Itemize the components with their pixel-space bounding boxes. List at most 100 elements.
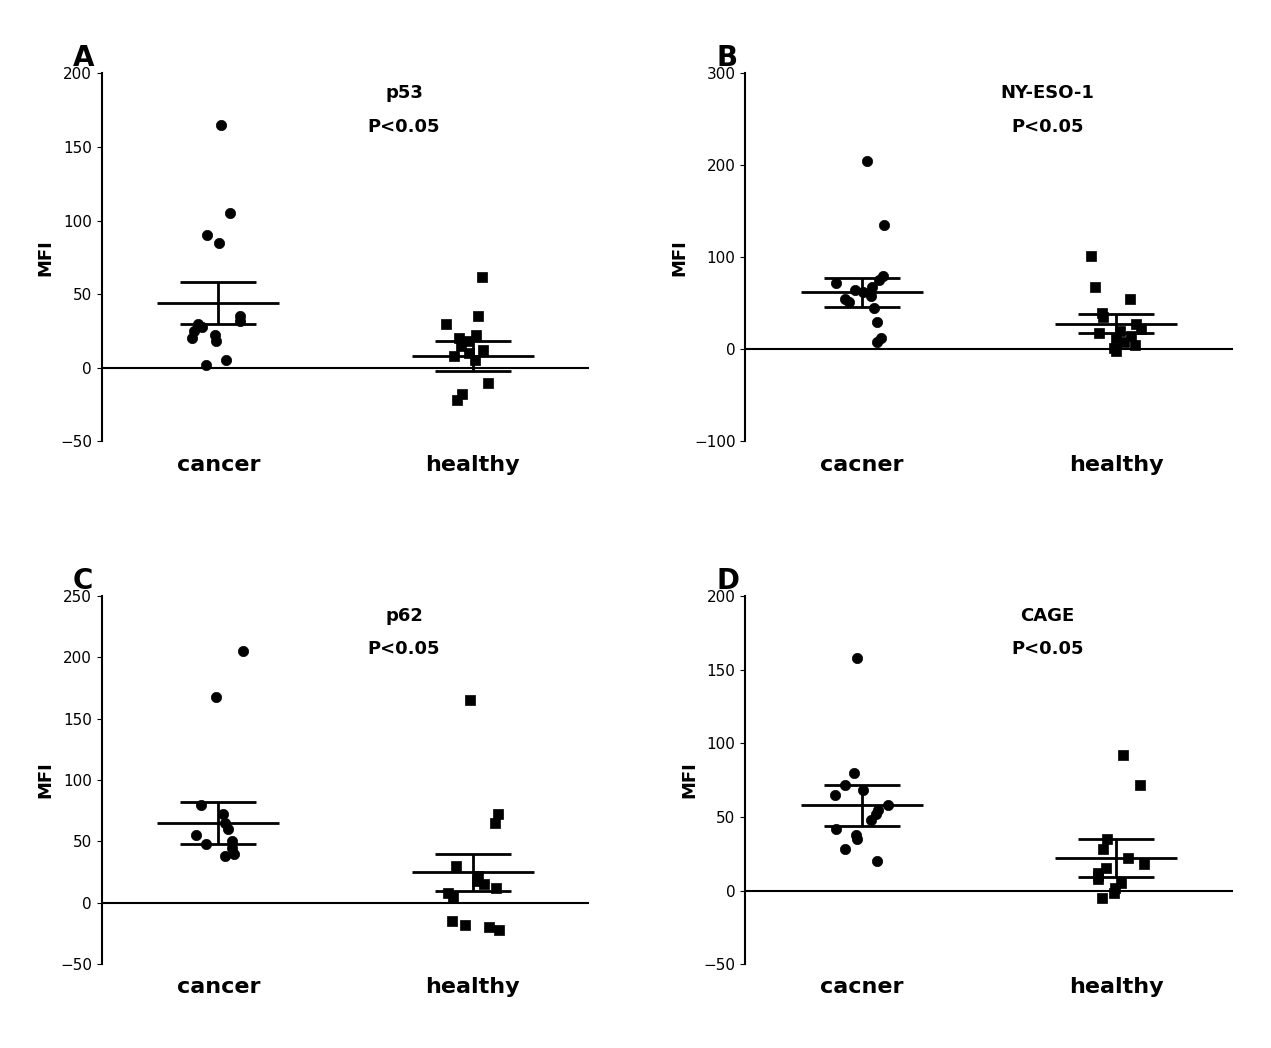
Point (446, 857, 466, 874)
Point (1096, 860, 1116, 877)
Point (488, 921, 508, 938)
Point (1111, 875, 1131, 892)
Point (1088, 868, 1108, 885)
Point (473, 268, 493, 285)
Y-axis label: MFI: MFI (37, 762, 55, 799)
Point (478, 374, 498, 391)
Point (1131, 321, 1152, 337)
Point (468, 308, 488, 325)
Point (1104, 340, 1125, 356)
Point (465, 352, 486, 369)
Point (215, 848, 235, 865)
Point (187, 827, 207, 844)
Text: P<0.05: P<0.05 (367, 117, 440, 135)
Point (437, 885, 458, 901)
Point (873, 217, 894, 234)
Point (451, 386, 472, 402)
Point (1125, 336, 1145, 353)
Point (468, 868, 488, 885)
Point (839, 293, 859, 310)
Point (844, 764, 864, 781)
Point (869, 272, 890, 289)
Point (853, 284, 873, 301)
Point (1088, 325, 1108, 342)
Point (877, 796, 897, 813)
Point (219, 821, 239, 837)
Point (233, 642, 253, 659)
Point (867, 313, 887, 330)
Point (1093, 840, 1113, 857)
Point (1112, 746, 1132, 763)
Point (864, 300, 885, 316)
Text: A: A (72, 44, 94, 72)
Point (487, 879, 507, 896)
Point (458, 333, 478, 350)
Point (835, 290, 855, 307)
Point (1118, 850, 1139, 867)
Text: p62: p62 (385, 607, 423, 625)
Point (1120, 290, 1140, 307)
Text: D: D (716, 567, 738, 594)
Point (488, 806, 508, 823)
Point (196, 356, 216, 373)
Point (182, 330, 202, 347)
Point (230, 308, 250, 325)
Point (1126, 315, 1146, 332)
Point (845, 281, 866, 298)
Text: p53: p53 (385, 85, 423, 103)
Point (230, 312, 250, 329)
Point (1092, 890, 1112, 907)
Point (1097, 831, 1117, 848)
Point (825, 786, 845, 803)
Point (206, 689, 226, 705)
Point (1113, 333, 1134, 350)
Point (1106, 330, 1126, 347)
Point (873, 267, 894, 284)
Point (455, 917, 475, 934)
Point (466, 872, 487, 889)
Point (444, 348, 464, 365)
Point (436, 315, 456, 332)
Point (1088, 865, 1108, 881)
Text: B: B (716, 44, 737, 72)
Point (224, 846, 244, 863)
Point (1104, 879, 1125, 896)
Point (449, 330, 469, 347)
Point (442, 889, 463, 905)
Point (215, 814, 235, 831)
Point (1134, 855, 1154, 872)
Point (220, 204, 240, 221)
Point (862, 279, 882, 296)
Y-axis label: MFI: MFI (680, 762, 698, 799)
Point (216, 352, 236, 369)
Point (474, 876, 494, 893)
Point (1080, 247, 1101, 264)
Point (459, 345, 479, 362)
Point (867, 333, 887, 350)
Point (479, 919, 500, 936)
Point (868, 801, 888, 817)
Text: NY-ESO-1: NY-ESO-1 (1000, 85, 1094, 103)
Point (848, 650, 868, 667)
Point (834, 777, 854, 793)
Point (857, 152, 877, 169)
Point (192, 319, 212, 335)
Point (826, 821, 846, 837)
Point (447, 392, 468, 409)
Point (441, 913, 461, 930)
Point (866, 806, 886, 823)
Point (1106, 343, 1126, 359)
Point (191, 796, 211, 813)
Point (1085, 279, 1106, 296)
Point (484, 814, 505, 831)
Point (867, 853, 887, 870)
Point (835, 840, 855, 857)
Text: P<0.05: P<0.05 (367, 640, 440, 658)
Point (465, 327, 486, 344)
Text: P<0.05: P<0.05 (1012, 640, 1084, 658)
Y-axis label: MFI: MFI (37, 239, 55, 276)
Point (212, 806, 233, 823)
Point (1130, 777, 1150, 793)
Point (1088, 871, 1108, 888)
Point (862, 811, 882, 828)
